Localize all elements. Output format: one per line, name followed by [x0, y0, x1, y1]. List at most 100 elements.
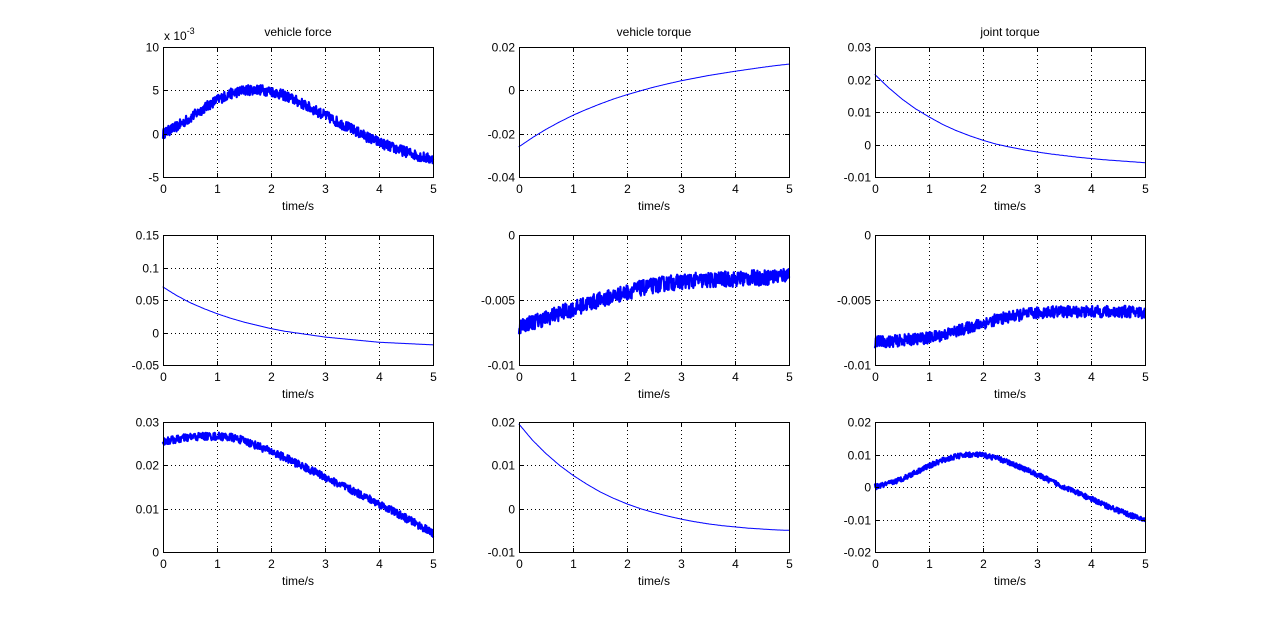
y-tick-label: -0.01 — [844, 359, 872, 373]
y-exponent-power: -3 — [187, 26, 195, 36]
subplot-7: 0 1 2 3 4 5 0 0.01 0.02 0.03 time/s — [136, 416, 438, 589]
x-tick-label: 5 — [1142, 182, 1149, 196]
x-axis-label: time/s — [282, 387, 314, 401]
x-tick-label: 4 — [1088, 557, 1095, 571]
y-tick-label: 0.1 — [142, 262, 159, 276]
x-tick-label: 2 — [268, 370, 275, 384]
x-tick-label: 3 — [1034, 182, 1041, 196]
y-tick-label: 0.01 — [848, 106, 872, 120]
x-tick-label: 4 — [376, 557, 383, 571]
y-tick-label: -0.005 — [837, 294, 871, 308]
x-tick-label: 0 — [516, 557, 523, 571]
x-tick-label: 5 — [1142, 557, 1149, 571]
y-tick-label: 0.03 — [848, 41, 872, 55]
x-tick-label: 4 — [732, 557, 739, 571]
x-tick-label: 5 — [430, 557, 437, 571]
y-tick-label: 0.02 — [136, 459, 160, 473]
y-tick-label: 10 — [146, 41, 160, 55]
series-line-1 — [161, 84, 435, 165]
axes-box — [163, 47, 434, 178]
y-tick-label: 0.02 — [492, 41, 516, 55]
x-tick-label: 0 — [872, 370, 879, 384]
x-tick-label: 5 — [1142, 370, 1149, 384]
axes-box — [519, 47, 790, 178]
x-tick-label: 3 — [322, 557, 329, 571]
subplot-2: 0 1 2 3 4 5 -0.04 -0.02 0 0.02 vehicle torque time/… — [488, 25, 794, 213]
x-tick-label: 2 — [980, 557, 987, 571]
y-tick-label: 0.03 — [136, 416, 160, 430]
x-axis-label: time/s — [638, 199, 670, 213]
y-tick-label: -0.01 — [488, 359, 516, 373]
x-tick-label: 2 — [268, 182, 275, 196]
y-tick-label: -0.04 — [488, 171, 516, 185]
x-axis-label: time/s — [994, 199, 1026, 213]
subplot-title: vehicle force — [264, 25, 332, 39]
x-axis-label: time/s — [638, 387, 670, 401]
y-tick-label: -0.05 — [132, 359, 160, 373]
series-line-1 — [518, 63, 790, 148]
x-tick-label: 0 — [516, 370, 523, 384]
subplot-9: 0 1 2 3 4 5 -0.02 -0.01 0 0.01 0.02 time/s — [844, 416, 1150, 589]
y-tick-label: -0.01 — [844, 171, 872, 185]
x-tick-label: 0 — [516, 182, 523, 196]
x-tick-label: 3 — [678, 182, 685, 196]
y-tick-label: 0.15 — [136, 229, 160, 243]
series-line-1 — [517, 267, 791, 335]
y-tick-label: -0.01 — [844, 514, 872, 528]
y-tick-label: 0 — [864, 229, 871, 243]
x-tick-label: 5 — [430, 182, 437, 196]
x-axis-label: time/s — [638, 574, 670, 588]
y-tick-label: 0 — [864, 481, 871, 495]
x-tick-label: 2 — [624, 370, 631, 384]
y-tick-label: 5 — [152, 84, 159, 98]
x-axis-label: time/s — [994, 574, 1026, 588]
series-line-1 — [874, 74, 1146, 164]
y-tick-label: -0.005 — [481, 294, 515, 308]
x-tick-label: 0 — [872, 182, 879, 196]
y-tick-label: 0 — [508, 84, 515, 98]
x-tick-label: 5 — [430, 370, 437, 384]
y-tick-label: -0.01 — [488, 546, 516, 560]
x-tick-label: 2 — [980, 182, 987, 196]
y-tick-label: 0.02 — [492, 416, 516, 430]
subplot-5: 0 1 2 3 4 5 -0.01 -0.005 0 time/s — [481, 229, 793, 402]
x-tick-label: 1 — [570, 557, 577, 571]
x-tick-label: 2 — [624, 182, 631, 196]
x-tick-label: 1 — [214, 370, 221, 384]
x-tick-label: 2 — [980, 370, 987, 384]
x-tick-label: 4 — [732, 182, 739, 196]
y-tick-label: 0 — [152, 128, 159, 142]
x-tick-label: 1 — [570, 182, 577, 196]
subplot-title: vehicle torque — [617, 25, 692, 39]
series-line-1 — [161, 431, 435, 538]
x-tick-label: 1 — [926, 557, 933, 571]
x-axis-label: time/s — [282, 574, 314, 588]
x-tick-label: 1 — [926, 182, 933, 196]
x-tick-label: 3 — [322, 182, 329, 196]
y-tick-label: 0 — [508, 503, 515, 517]
y-exponent-base: x 10 — [164, 29, 187, 43]
series-line-1 — [162, 286, 434, 346]
x-tick-label: 5 — [786, 182, 793, 196]
x-tick-label: 4 — [1088, 182, 1095, 196]
axes-box — [519, 422, 790, 553]
x-axis-label: time/s — [994, 387, 1026, 401]
x-tick-label: 2 — [268, 557, 275, 571]
x-tick-label: 0 — [160, 370, 167, 384]
x-tick-label: 2 — [624, 557, 631, 571]
x-tick-label: 3 — [1034, 557, 1041, 571]
x-tick-label: 3 — [322, 370, 329, 384]
series-line-1 — [518, 423, 790, 531]
x-tick-label: 3 — [678, 370, 685, 384]
x-tick-label: 1 — [926, 370, 933, 384]
y-tick-label: -5 — [148, 171, 159, 185]
x-tick-label: 4 — [376, 182, 383, 196]
x-tick-label: 1 — [214, 557, 221, 571]
y-tick-label: -0.02 — [844, 546, 872, 560]
x-tick-label: 0 — [160, 557, 167, 571]
x-axis-label: time/s — [282, 199, 314, 213]
x-tick-label: 4 — [376, 370, 383, 384]
